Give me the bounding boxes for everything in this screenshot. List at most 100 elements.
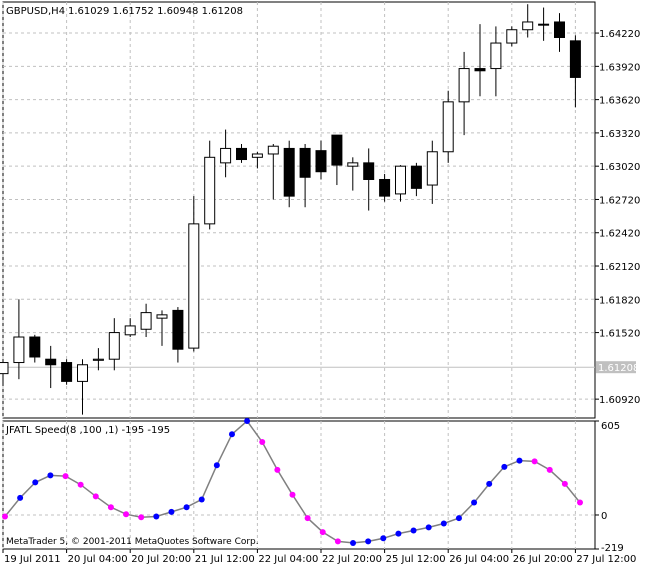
- time-tick-label: 26 Jul 20:00: [513, 554, 573, 565]
- candle-body: [442, 101, 454, 153]
- candle-body: [13, 336, 25, 364]
- indicator-pane-frame: [2, 420, 596, 550]
- price-tick-label: 1.63020: [599, 162, 640, 173]
- price-tick-label: 1.63320: [599, 129, 640, 140]
- candle-body: [522, 21, 534, 31]
- price-tick-label: 1.62420: [599, 229, 640, 240]
- speed-dot: [92, 493, 99, 500]
- time-tick-label: 22 Jul 04:00: [258, 554, 318, 565]
- candle-body: [331, 134, 343, 166]
- current-price-label: 1.61208: [598, 363, 639, 374]
- speed-dot: [350, 539, 357, 546]
- speed-dot: [501, 463, 508, 470]
- candle-body: [569, 40, 581, 78]
- price-y-axis: 1.64220 1.63920 1.63620 1.63320 1.63020 1.627…: [595, 29, 640, 406]
- speed-dot: [365, 538, 372, 545]
- price-tick-label: 1.62120: [599, 262, 640, 273]
- speed-dot: [62, 473, 69, 480]
- indicator-y-axis: 605 0 -219: [595, 420, 624, 554]
- speed-dot: [486, 480, 493, 487]
- price-tick-label: 1.61520: [599, 329, 640, 340]
- time-tick-label: 25 Jul 12:00: [386, 554, 446, 565]
- speed-dot: [153, 513, 160, 520]
- candle-body: [251, 153, 263, 158]
- speed-dot: [107, 504, 114, 511]
- candle-body: [267, 145, 279, 155]
- time-tick-label: 21 Jul 12:00: [195, 554, 255, 565]
- time-axis: 19 Jul 2011 20 Jul 04:00 20 Jul 20:00 21 Ju…: [2, 549, 636, 565]
- candles: [0, 4, 581, 415]
- copyright-label: MetaTrader 5, © 2001-2011 MetaQuotes Sof…: [6, 537, 259, 547]
- price-grid: [2, 2, 595, 418]
- time-tick-label: 20 Jul 20:00: [131, 554, 191, 565]
- candle-body: [315, 150, 327, 173]
- indicator-label: JFATL Speed(8 ,100 ,1) -195 -195: [5, 425, 170, 436]
- speed-dot: [546, 466, 553, 473]
- speed-dot: [561, 480, 568, 487]
- candle-body: [474, 68, 486, 72]
- candle-body: [77, 364, 88, 382]
- speed-dot: [455, 515, 462, 522]
- candle-body: [29, 336, 41, 358]
- speed-dot: [77, 481, 84, 488]
- ohlc-label: 1.61029 1.61752 1.60948 1.61208: [68, 6, 243, 17]
- candle-body: [0, 362, 9, 375]
- candle-body: [426, 151, 438, 186]
- candle-body: [379, 178, 391, 197]
- candle-body: [458, 68, 470, 103]
- speed-dot: [395, 530, 402, 537]
- price-pane-frame: [2, 1, 596, 419]
- price-tick-label: 1.64220: [599, 29, 640, 40]
- speed-dot: [516, 457, 523, 464]
- candle-body: [410, 165, 422, 189]
- candle-body: [395, 165, 406, 195]
- time-tick-label: 27 Jul 12:00: [576, 554, 636, 565]
- current-price-tag: [596, 361, 636, 374]
- candle-body: [188, 223, 200, 349]
- speed-dot: [47, 472, 54, 479]
- speed-dot: [138, 514, 145, 521]
- time-tick-label: 20 Jul 04:00: [68, 554, 128, 565]
- speed-dot: [244, 418, 251, 424]
- speed-dot: [577, 499, 583, 506]
- speed-dot: [2, 513, 8, 520]
- speed-dot: [440, 520, 447, 527]
- indicator-tick-label: -219: [601, 543, 624, 554]
- candle-body: [172, 309, 184, 350]
- speed-dot: [304, 515, 311, 522]
- price-tick-label: 1.62720: [599, 195, 640, 206]
- indicator-tick-label: 605: [601, 421, 620, 432]
- time-tick-label: 19 Jul 2011: [4, 554, 61, 565]
- speed-dots: [2, 418, 583, 546]
- candle-body: [554, 21, 565, 38]
- candle-body: [490, 42, 502, 70]
- price-tick-label: 1.63620: [599, 96, 640, 107]
- candle-body: [506, 29, 518, 44]
- indicator-tick-label: 0: [601, 511, 607, 522]
- indicator-grid: [2, 421, 595, 549]
- speed-dot: [380, 535, 387, 542]
- speed-dot: [168, 508, 175, 515]
- candle-body: [220, 147, 232, 164]
- price-tick-label: 1.60920: [599, 395, 640, 406]
- speed-dot: [183, 504, 190, 511]
- price-tick-label: 1.61820: [599, 295, 640, 306]
- speed-dot: [32, 479, 39, 486]
- candle-body: [363, 162, 375, 180]
- candle-body: [61, 362, 73, 382]
- candle-body: [538, 23, 550, 26]
- symbol-label: GBPUSD,H4: [6, 6, 65, 17]
- candle-body: [299, 147, 311, 178]
- speed-dot: [123, 511, 130, 518]
- speed-dot: [259, 438, 266, 445]
- speed-dot: [17, 494, 24, 501]
- speed-dot: [531, 458, 538, 465]
- candle-body: [92, 358, 104, 361]
- price-tick-label: 1.63920: [599, 62, 640, 73]
- speed-dot: [213, 462, 220, 469]
- speed-dot: [410, 527, 417, 534]
- candle-body: [108, 332, 120, 360]
- time-tick-label: 22 Jul 20:00: [322, 554, 382, 565]
- candle-body: [236, 147, 247, 161]
